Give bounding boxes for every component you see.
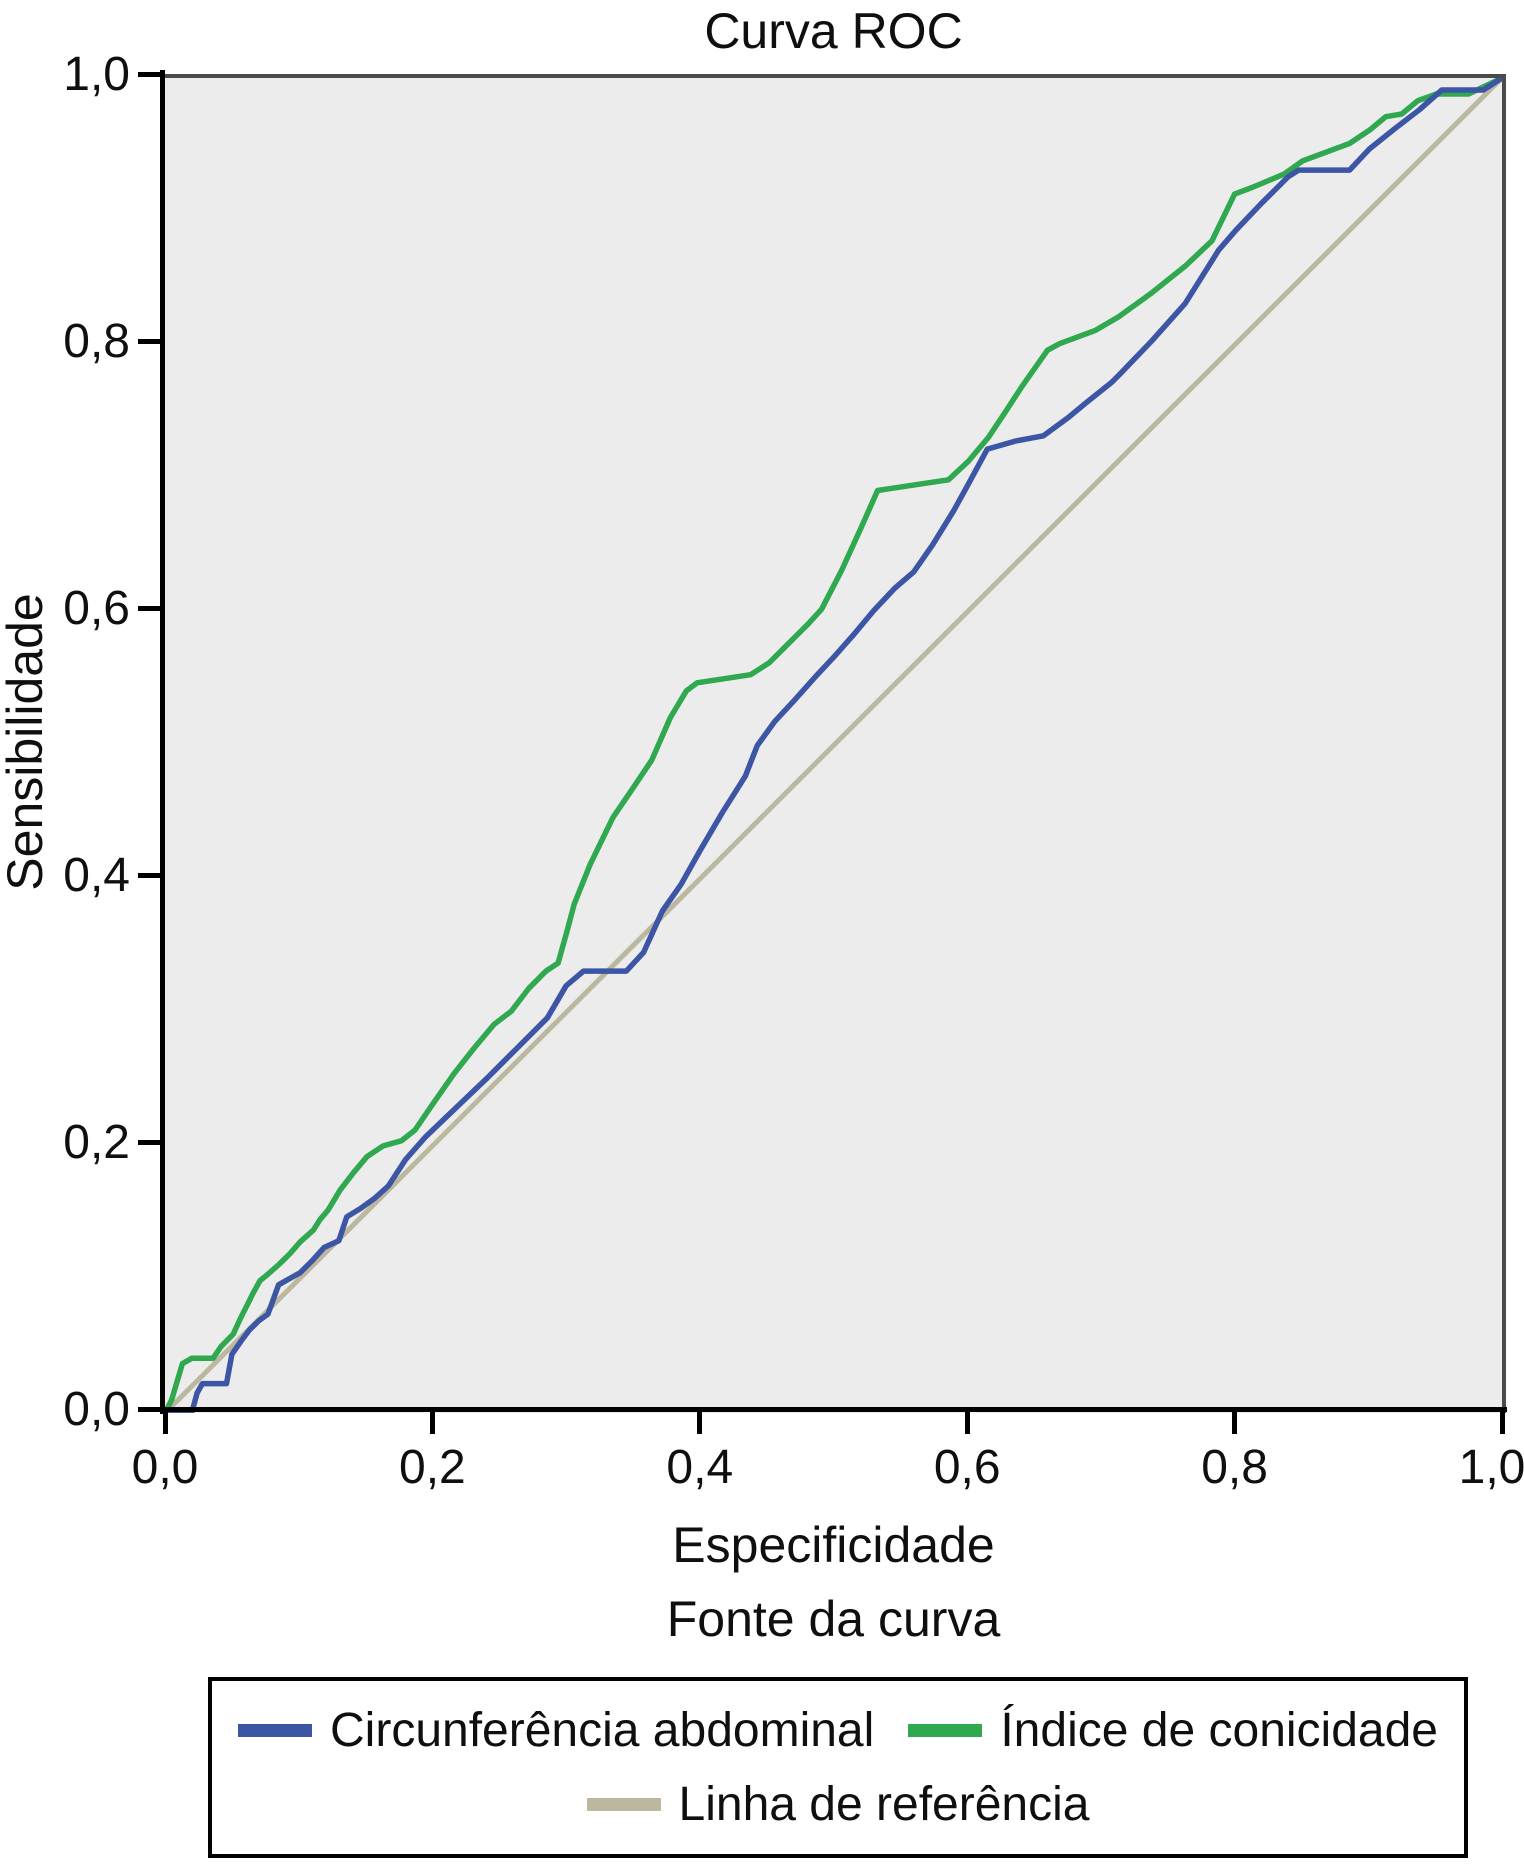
x-axis-line	[160, 1407, 1507, 1412]
legend-row-1: Circunferência abdominal Índice de conic…	[230, 1703, 1446, 1758]
y-tick	[138, 1406, 160, 1412]
y-tick-label: 0,2	[63, 1116, 130, 1169]
y-tick-label: 0,8	[63, 315, 130, 368]
series-circunfer-ncia-abdominal	[165, 78, 1502, 1413]
legend-label: Circunferência abdominal	[330, 1704, 875, 1758]
blue-line-swatch	[238, 1724, 312, 1738]
x-tick-label: 0,6	[933, 1441, 1001, 1494]
y-tick-label: 0,6	[63, 582, 130, 635]
plot-area	[165, 74, 1506, 1413]
x-tick	[429, 1412, 435, 1434]
green-line-swatch	[908, 1724, 983, 1738]
roc-curves-canvas	[165, 78, 1502, 1413]
x-tick	[1232, 1412, 1238, 1434]
chart-title: Curva ROC	[704, 3, 963, 59]
y-axis-line	[160, 70, 165, 1414]
y-tick	[138, 605, 160, 611]
x-tick-label: 1,0	[1458, 1441, 1524, 1494]
legend-label: Índice de conicidade	[1000, 1704, 1438, 1758]
series--ndice-de-conicidade	[165, 78, 1502, 1413]
x-tick	[1499, 1412, 1505, 1434]
x-tick-label: 0,4	[666, 1441, 734, 1494]
y-tick-label: 1,0	[63, 48, 130, 101]
y-tick	[138, 71, 160, 77]
x-tick-label: 0,2	[399, 1441, 466, 1494]
x-tick-label: 0,0	[131, 1441, 199, 1494]
y-axis-title: Sensibilidade	[0, 593, 53, 891]
y-tick-label: 0,4	[63, 849, 130, 902]
x-axis-title: Especificidade	[672, 1517, 995, 1573]
legend-item-linha-de-referencia: Linha de referência	[586, 1777, 1090, 1832]
x-tick	[162, 1412, 168, 1434]
x-tick	[697, 1412, 703, 1434]
y-tick	[138, 872, 160, 878]
legend-title: Fonte da curva	[666, 1591, 1001, 1647]
x-tick	[964, 1412, 970, 1434]
y-tick	[138, 338, 160, 344]
series-linha-de-refer-ncia	[165, 78, 1502, 1413]
legend-item-indice-de-conicidade: Índice de conicidade	[908, 1703, 1438, 1758]
legend-label: Linha de referência	[678, 1777, 1090, 1831]
y-tick	[138, 1139, 160, 1145]
legend-row-2: Linha de referência	[230, 1777, 1446, 1832]
legend-box: Circunferência abdominal Índice de conic…	[208, 1677, 1468, 1858]
reference-line-swatch	[586, 1797, 661, 1811]
legend-item-circunferencia-abdominal: Circunferência abdominal	[238, 1703, 874, 1758]
y-tick-label: 0,0	[63, 1383, 130, 1436]
x-tick-label: 0,8	[1201, 1441, 1268, 1494]
